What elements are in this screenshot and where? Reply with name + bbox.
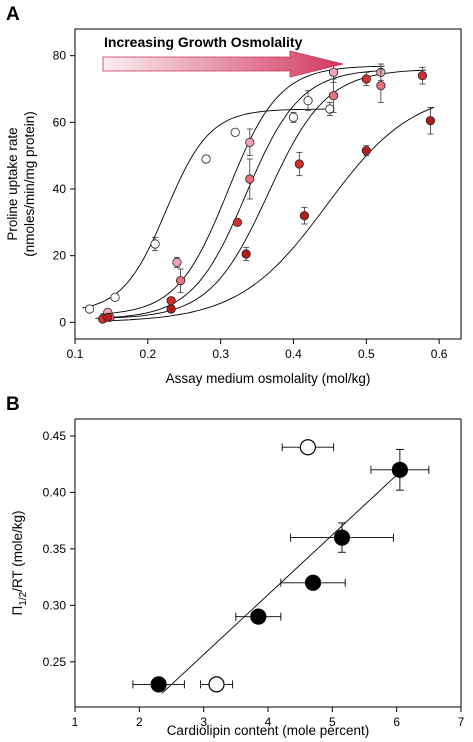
panel-a-x-tick-label: 0.1 [67, 347, 84, 361]
panel-a-y-tick-label: 40 [53, 182, 67, 196]
panel-a-data-point [84, 304, 95, 314]
panel-a-frame [74, 28, 462, 340]
panel-a-data-point [150, 239, 160, 249]
panel-a-data-point [425, 116, 436, 126]
panel-a-y-tick-label: 0 [59, 315, 66, 329]
panel-a-data-point [232, 217, 243, 227]
panel-b-filled-point [333, 529, 351, 546]
panel-a-data-point [376, 81, 386, 91]
panel-b-y-tick-label: 0.30 [43, 598, 67, 612]
panel-a-fit-curve [102, 70, 385, 319]
panel-a-data-point [166, 296, 176, 306]
panel-a-x-tick-label: 0.2 [139, 347, 156, 361]
panel-a-data-point [201, 154, 211, 164]
panel-b-x-tick-label: 4 [265, 715, 272, 729]
panel-b-filled-point [304, 574, 322, 591]
panel-b-frame [74, 418, 462, 708]
panel-a-fit-curves [82, 65, 435, 322]
panel-a-data-point [299, 211, 310, 221]
growth-osmolality-arrow [102, 50, 344, 78]
panel-b-y-tick-label: 0.45 [43, 429, 67, 443]
panel-b-open-point [299, 439, 316, 456]
panel-a-data-point [288, 112, 299, 122]
panel-a-data-point [361, 74, 371, 84]
panel-a-y-axis-label-line1: Proline uptake rate [5, 127, 20, 240]
panel-a-x-tick-label: 0.4 [285, 347, 302, 361]
panel-a-x-tick-label: 0.6 [431, 347, 448, 361]
panel-a-data-point [230, 127, 240, 137]
panel-a-data-point [166, 304, 176, 314]
panel-b-filled-point [391, 461, 408, 478]
panel-a-data-point [172, 257, 182, 267]
panel-b-filled-point [150, 676, 167, 693]
panel-b-y-axis-label: Π1/2/RT (mole/kg) [10, 511, 29, 616]
increasing-growth-osmolality-label: Increasing Growth Osmolality [104, 34, 303, 50]
panel-a-data-points [84, 61, 436, 324]
panel-a-data-point [361, 146, 371, 156]
panel-a-data-point [325, 104, 335, 114]
panel-a-x-tick-label: 0.5 [358, 347, 375, 361]
panel-b-data-points [132, 439, 430, 693]
panel-b-letter: B [6, 394, 20, 415]
panel-b-y-tick-label: 0.40 [43, 485, 67, 499]
panel-a-data-point [110, 292, 120, 302]
panel-b-y-tick-label: 0.35 [43, 542, 67, 556]
panel-b-x-tick-label: 2 [136, 715, 143, 729]
panel-a-y-tick-label: 20 [53, 249, 67, 263]
panel-a-fit-curve [100, 65, 385, 315]
panel-a-data-point [103, 312, 113, 322]
panel-a-data-point [245, 174, 255, 184]
panel-b-y-tick-label: 0.25 [43, 655, 67, 669]
panel-b-x-tick-label: 6 [393, 715, 400, 729]
panel-a-y-axis-label-line2: (nmoles/min/mg protein) [22, 111, 37, 257]
panel-b-x-tick-label: 1 [72, 715, 79, 729]
panel-a-tick-group: 0.1 0.2 0.3 0.4 0.5 0.6 0 20 40 60 80 [53, 49, 448, 361]
ylabel-rest: /RT (mole/kg) [10, 511, 25, 592]
panel-a-data-point [417, 71, 427, 81]
panel-a-data-point [328, 91, 339, 101]
panel-a-fit-curve [100, 106, 435, 322]
panel-a-y-tick-label: 80 [53, 49, 67, 63]
panel-b-tick-group: 1 2 3 4 5 6 7 0.25 0.30 0.35 0.40 0.45 [43, 429, 465, 729]
panel-a-x-axis-label: Assay medium osmolality (mol/kg) [166, 371, 371, 386]
panel-b-open-point [208, 676, 225, 693]
panel-b-x-tick-label: 3 [200, 715, 207, 729]
panel-a-data-point [328, 67, 339, 77]
panel-a-data-point [303, 96, 313, 106]
panel-a-fit-curve [95, 69, 427, 319]
panel-a-data-point [176, 276, 186, 286]
pi-subscript: 1/2 [18, 591, 29, 605]
panel-a-data-point [245, 137, 255, 147]
panel-a-letter: A [6, 4, 20, 25]
panel-b-filled-point [250, 608, 267, 625]
pi-symbol: Π [10, 606, 25, 616]
panel-a-fit-curve [82, 108, 334, 309]
panel-b-x-axis-label: Cardiolipin content (mole percent) [167, 723, 370, 738]
panel-b-x-tick-label: 7 [458, 715, 465, 729]
panel-a-y-tick-label: 60 [53, 115, 67, 129]
panel-a-x-tick-label: 0.3 [212, 347, 229, 361]
panel-b-x-tick-label: 5 [329, 715, 336, 729]
panel-a-data-point [294, 159, 304, 169]
panel-a-data-point [241, 249, 251, 259]
